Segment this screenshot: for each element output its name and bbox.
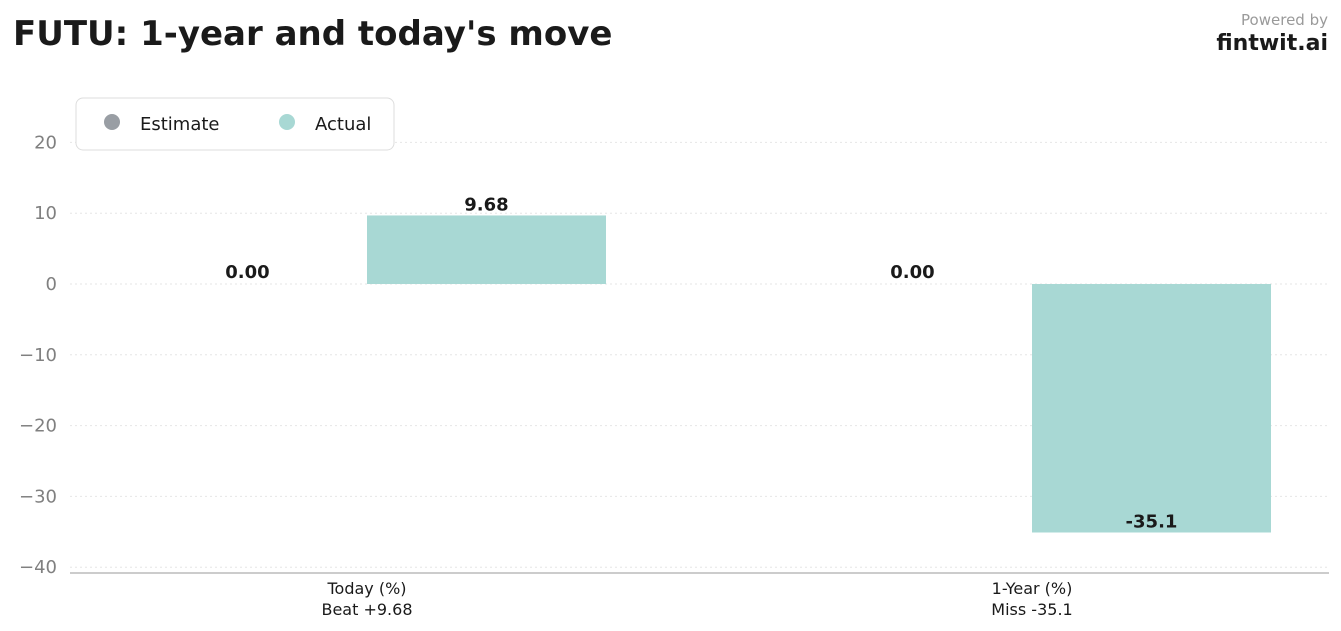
legend-box bbox=[75, 97, 395, 151]
data-label: 0.00 bbox=[890, 262, 934, 283]
y-tick-label: −20 bbox=[19, 416, 57, 437]
x-tick-label: Miss -35.1 bbox=[991, 600, 1072, 619]
data-label: 0.00 bbox=[225, 262, 269, 283]
chart-title: FUTU: 1-year and today's move bbox=[13, 14, 613, 54]
data-label: 9.68 bbox=[464, 194, 508, 215]
bar-actual-2 bbox=[1032, 284, 1271, 533]
y-tick-label: 20 bbox=[34, 132, 57, 153]
x-tick-label: Beat +9.68 bbox=[321, 600, 412, 619]
powered-by-text: Powered by bbox=[1241, 11, 1328, 29]
x-tick-label: Today (%) bbox=[326, 579, 406, 598]
legend-marker-actual bbox=[279, 114, 295, 130]
y-tick-label: 10 bbox=[34, 203, 57, 224]
legend-marker-estimate bbox=[104, 114, 120, 130]
bar-actual-1 bbox=[367, 215, 606, 284]
y-tick-label: 0 bbox=[46, 274, 57, 295]
y-tick-label: −10 bbox=[19, 345, 57, 366]
brand-name: fintwit.ai bbox=[1216, 31, 1328, 56]
y-tick-label: −30 bbox=[19, 486, 57, 507]
legend-label-actual: Actual bbox=[315, 114, 371, 135]
brand-block: Powered by fintwit.ai bbox=[1216, 11, 1328, 59]
data-label: -35.1 bbox=[1126, 512, 1178, 533]
x-tick-label: 1-Year (%) bbox=[992, 579, 1073, 598]
legend-label-estimate: Estimate bbox=[140, 114, 220, 135]
y-tick-label: −40 bbox=[19, 557, 57, 578]
